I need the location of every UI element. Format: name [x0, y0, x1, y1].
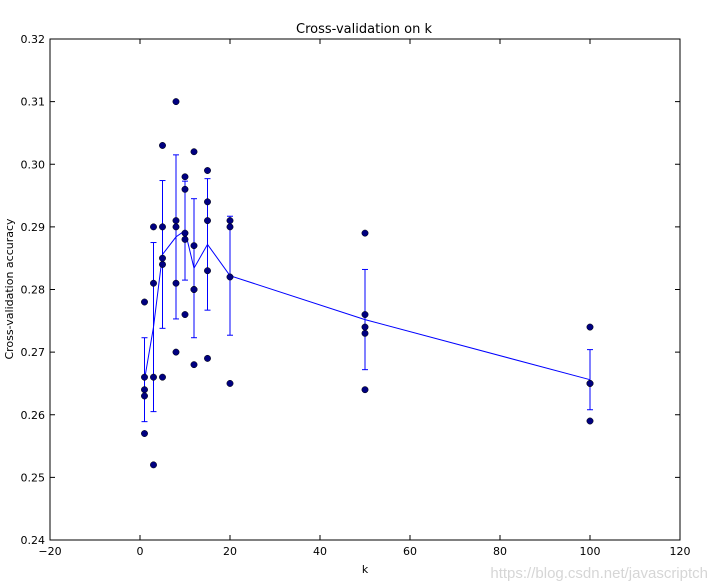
- data-point: [586, 379, 594, 387]
- data-point: [361, 311, 369, 318]
- errorbar-series: [141, 154, 593, 423]
- axis-tick-labels: −20 0 20 40 60 80 100 120 0.24 0.25 0.26 0.27 0.28 0.…: [21, 33, 691, 558]
- x-axis-label: k: [362, 563, 369, 576]
- data-point: [190, 361, 198, 369]
- data-point: [361, 329, 369, 337]
- data-point: [181, 229, 189, 237]
- data-point: [204, 354, 211, 362]
- y-tick-label: 0.25: [21, 471, 46, 484]
- data-point: [150, 223, 157, 231]
- data-point: [159, 223, 166, 231]
- data-point: [361, 323, 369, 331]
- y-tick-label: 0.29: [21, 221, 46, 234]
- data-point: [226, 217, 234, 225]
- y-tick-label: 0.30: [21, 158, 46, 171]
- data-point: [190, 148, 198, 156]
- x-tick-label: 0: [137, 545, 144, 558]
- scatter-series: [141, 98, 594, 469]
- x-tick-label: 80: [493, 545, 507, 558]
- x-tick-label: −20: [38, 545, 61, 558]
- data-point: [204, 217, 211, 225]
- data-point: [190, 286, 198, 293]
- data-point: [141, 430, 148, 437]
- data-point: [150, 461, 157, 469]
- watermark: https://blog.csdn.net/javascriptch: [490, 565, 708, 582]
- data-point: [226, 223, 234, 231]
- y-tick-label: 0.32: [21, 33, 46, 46]
- data-point: [586, 323, 594, 331]
- x-tick-label: 60: [403, 545, 417, 558]
- data-point: [150, 373, 157, 381]
- data-point: [172, 98, 180, 106]
- data-point: [226, 273, 234, 281]
- data-point: [172, 217, 180, 225]
- x-tick-label: 100: [580, 545, 601, 558]
- data-point: [159, 254, 166, 262]
- data-point: [172, 223, 180, 231]
- data-point: [141, 392, 148, 400]
- x-tick-label: 20: [223, 545, 237, 558]
- data-point: [159, 261, 166, 268]
- y-tick-label: 0.26: [21, 409, 46, 422]
- data-point: [159, 373, 166, 381]
- data-point: [181, 173, 189, 181]
- data-point: [181, 185, 189, 193]
- x-tick-label: 40: [313, 545, 327, 558]
- y-axis-label: Cross-validation accuracy: [3, 218, 16, 360]
- data-point: [361, 229, 369, 237]
- data-point: [172, 279, 180, 287]
- y-tick-label: 0.31: [21, 96, 46, 109]
- data-point: [181, 311, 189, 318]
- data-point: [204, 167, 211, 174]
- data-point: [172, 348, 180, 356]
- data-point: [141, 386, 148, 394]
- mean-accuracy-line: [144, 229, 591, 381]
- y-tick-label: 0.27: [21, 346, 46, 359]
- data-point: [141, 373, 148, 381]
- data-point: [204, 267, 211, 275]
- data-point: [204, 198, 211, 206]
- chart-title: Cross-validation on k: [296, 22, 432, 37]
- y-tick-label: 0.24: [21, 534, 46, 547]
- data-point: [226, 379, 234, 387]
- data-point: [181, 235, 189, 243]
- data-point: [190, 242, 198, 250]
- data-point: [141, 298, 148, 306]
- y-tick-label: 0.28: [21, 284, 46, 297]
- data-point: [361, 386, 369, 394]
- axis-ticks: [49, 38, 681, 541]
- data-point: [150, 279, 157, 287]
- x-tick-label: 120: [670, 545, 691, 558]
- data-point: [159, 142, 166, 149]
- data-point: [586, 417, 594, 425]
